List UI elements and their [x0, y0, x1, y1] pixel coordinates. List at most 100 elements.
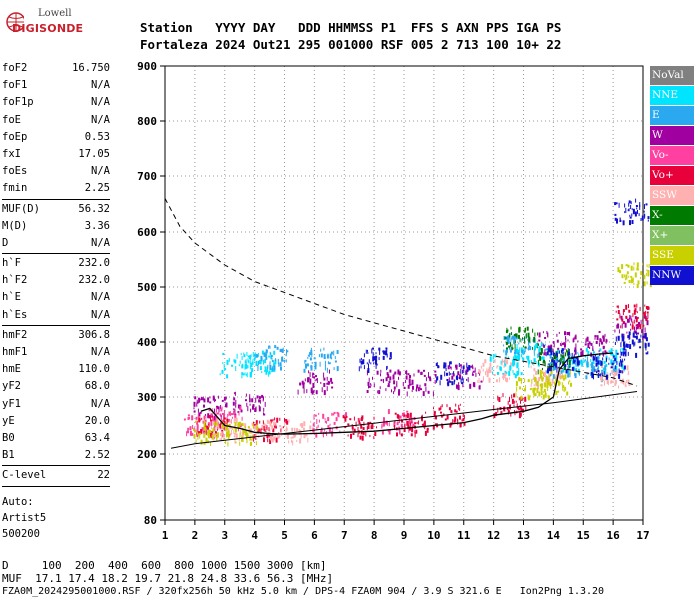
echo-point	[533, 358, 536, 363]
echo-point	[532, 362, 534, 365]
echo-point	[338, 414, 340, 418]
echo-point	[383, 417, 384, 422]
echo-point	[385, 420, 388, 425]
echo-point	[644, 310, 646, 316]
echo-point	[210, 419, 213, 422]
echo-point	[393, 391, 395, 395]
echo-point	[245, 373, 247, 376]
echo-point	[245, 393, 247, 397]
echo-point	[386, 365, 388, 369]
echo-point	[205, 429, 207, 435]
echo-point	[427, 376, 429, 379]
echo-point	[600, 384, 603, 387]
echo-point	[636, 317, 638, 320]
echo-point	[591, 362, 594, 366]
echo-point	[266, 434, 269, 438]
echo-point	[625, 315, 628, 319]
echo-point	[594, 335, 597, 338]
echo-point	[310, 431, 312, 435]
echo-point	[505, 350, 508, 356]
legend-item-noval: NoVal	[650, 66, 694, 85]
echo-point	[630, 205, 632, 209]
echo-point	[223, 396, 226, 401]
echo-point	[366, 426, 368, 431]
echo-point	[269, 345, 271, 349]
echo-point	[647, 272, 650, 277]
echo-point	[375, 359, 377, 365]
param-name: hmF2	[2, 328, 28, 341]
echo-point	[383, 421, 385, 426]
echo-point	[503, 365, 505, 368]
echo-point	[399, 429, 400, 434]
echo-point	[467, 377, 469, 383]
echo-point	[482, 362, 485, 367]
param-value: N/A	[91, 346, 110, 358]
echo-point	[599, 373, 601, 376]
echo-point	[546, 382, 549, 388]
echo-point	[314, 364, 317, 370]
echo-point	[574, 335, 577, 340]
echo-point	[424, 425, 426, 430]
echo-point	[614, 382, 617, 386]
echo-point	[302, 427, 305, 431]
echo-point	[631, 324, 634, 330]
echo-point	[499, 377, 501, 383]
echo-point	[542, 331, 544, 334]
echo-point	[273, 365, 276, 371]
echo-point	[316, 378, 318, 383]
echo-point	[488, 377, 491, 383]
echo-point	[604, 380, 605, 386]
echo-point	[245, 399, 247, 402]
echo-point	[489, 369, 492, 373]
echo-point	[275, 358, 277, 362]
echo-point	[450, 366, 452, 370]
legend-item-e: E	[650, 106, 694, 125]
echo-point	[226, 431, 229, 437]
echo-point	[288, 440, 290, 444]
echo-point	[323, 383, 326, 387]
param-row: C-level 22	[2, 467, 110, 484]
echo-point	[517, 406, 520, 410]
echo-point	[320, 353, 323, 358]
echo-point	[545, 380, 548, 383]
echo-point	[506, 338, 508, 343]
echo-point	[334, 360, 337, 363]
echo-point	[527, 332, 530, 338]
echo-point	[326, 367, 328, 373]
echo-point	[596, 367, 598, 373]
echo-point	[209, 396, 211, 399]
echo-point	[492, 371, 493, 375]
echo-point	[405, 380, 407, 383]
echo-point	[543, 388, 546, 392]
echo-point	[471, 373, 474, 376]
echo-point	[537, 359, 539, 365]
echo-point	[326, 386, 328, 392]
x-tick-label: 8	[371, 529, 378, 542]
echo-point	[256, 426, 259, 431]
echo-point	[462, 378, 464, 383]
echo-point	[536, 381, 539, 384]
echo-point	[203, 421, 206, 427]
echo-point	[567, 339, 569, 342]
echo-point	[270, 435, 272, 440]
echo-point	[420, 371, 423, 375]
echo-point	[546, 376, 548, 381]
y-tick-label: 400	[137, 336, 157, 349]
echo-point	[541, 390, 543, 395]
echo-point	[463, 368, 465, 374]
param-value: N/A	[91, 236, 110, 249]
echo-point	[237, 422, 240, 427]
echo-point	[259, 428, 261, 433]
echo-point	[309, 357, 312, 361]
echo-point	[596, 357, 599, 362]
echo-point	[433, 407, 434, 410]
echo-point	[269, 361, 271, 367]
echo-point	[604, 376, 607, 381]
echo-point	[387, 409, 390, 415]
echo-point	[372, 376, 373, 380]
echo-point	[204, 414, 206, 416]
echo-point	[220, 417, 222, 420]
echo-point	[604, 368, 607, 374]
echo-point	[513, 360, 515, 366]
echo-point	[203, 415, 205, 420]
